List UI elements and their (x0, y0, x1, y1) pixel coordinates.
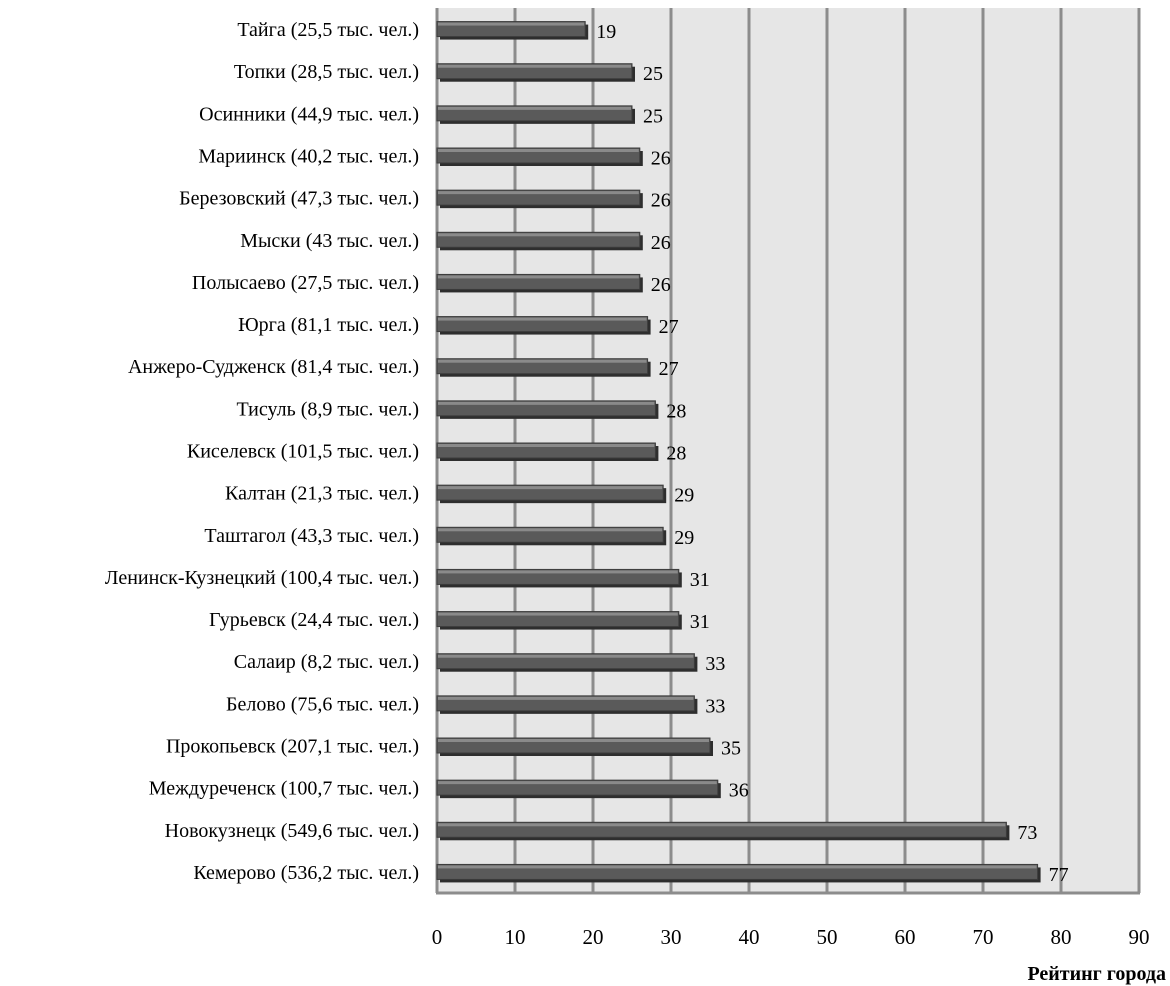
bars (436, 21, 1041, 883)
category-label: Ленинск-Кузнецкий (100,4 тыс. чел.) (105, 567, 419, 589)
category-label: Междуреченск (100,7 тыс. чел.) (149, 778, 419, 800)
bar (436, 189, 643, 209)
value-label: 28 (666, 443, 686, 465)
category-label: Новокузнецк (549,6 тыс. чел.) (165, 820, 419, 842)
bar (436, 273, 643, 293)
bar (436, 400, 659, 419)
value-label: 33 (705, 695, 725, 717)
value-label: 27 (659, 358, 679, 380)
category-labels: Тайга (25,5 тыс. чел.) Топки (28,5 тыс. ч… (105, 19, 419, 884)
category-label: Прокопьевск (207,1 тыс. чел.) (166, 736, 419, 758)
bar (436, 21, 589, 40)
category-label: Калтан (21,3 тыс. чел.) (225, 483, 419, 505)
category-label: Тисуль (8,9 тыс. чел.) (236, 398, 419, 420)
value-label: 19 (596, 21, 616, 43)
value-label: 26 (651, 148, 671, 170)
value-labels: 19 25 25 26 26 26 26 27 27 28 28 29 29 31 31 33 33 35 36 73… (596, 21, 1068, 886)
category-label: Салаир (8,2 тыс. чел.) (234, 651, 419, 673)
x-tick-label: 10 (505, 925, 526, 949)
x-tick-label: 80 (1051, 925, 1072, 949)
x-tick-label: 0 (432, 925, 443, 949)
value-label: 36 (729, 780, 749, 802)
category-label: Юрга (81,1 тыс. чел.) (238, 314, 419, 336)
bar (436, 63, 635, 82)
bar (436, 863, 1041, 883)
x-tick-label: 50 (817, 925, 838, 949)
bar (436, 568, 682, 588)
category-label: Кемерово (536,2 тыс. чел.) (193, 862, 419, 884)
value-label: 28 (666, 400, 686, 422)
x-tick-label: 70 (973, 925, 994, 949)
bar (436, 231, 643, 251)
value-label: 29 (674, 485, 694, 507)
x-tick-label: 20 (583, 925, 604, 949)
bar (436, 484, 667, 504)
category-label: Таштагол (43,3 тыс. чел.) (204, 525, 419, 547)
x-tick-labels: 0 10 20 30 40 50 60 70 80 90 (432, 925, 1150, 949)
bar (436, 358, 651, 377)
value-label: 31 (690, 569, 710, 591)
category-label: Гурьевск (24,4 тыс. чел.) (209, 609, 419, 631)
category-label: Мариинск (40,2 тыс. чел.) (198, 146, 419, 168)
bar (436, 821, 1010, 841)
value-label: 25 (643, 63, 663, 85)
value-label: 26 (651, 232, 671, 254)
value-label: 27 (659, 316, 679, 338)
category-label: Березовский (47,3 тыс. чел.) (179, 188, 419, 210)
category-label: Белово (75,6 тыс. чел.) (226, 693, 419, 715)
bar (436, 316, 651, 335)
category-label: Мыски (43 тыс. чел.) (240, 230, 419, 252)
category-label: Осинники (44,9 тыс. чел.) (199, 103, 419, 125)
bar (436, 442, 659, 461)
x-axis-title: Рейтинг города (1027, 963, 1166, 985)
bar (436, 653, 698, 672)
bar (436, 105, 635, 124)
value-label: 31 (690, 611, 710, 633)
bar (436, 526, 667, 546)
x-tick-label: 30 (661, 925, 682, 949)
category-label: Анжеро-Судженск (81,4 тыс. чел.) (128, 356, 419, 378)
x-tick-label: 90 (1129, 925, 1150, 949)
category-label: Киселевск (101,5 тыс. чел.) (187, 441, 419, 463)
value-label: 33 (705, 653, 725, 675)
category-label: Тайга (25,5 тыс. чел.) (237, 19, 419, 41)
value-label: 29 (674, 527, 694, 549)
category-label: Полысаево (27,5 тыс. чел.) (192, 272, 419, 294)
value-label: 35 (721, 738, 741, 760)
x-tick-label: 40 (739, 925, 760, 949)
category-label: Топки (28,5 тыс. чел.) (234, 61, 419, 83)
bar (436, 611, 682, 630)
bar (436, 779, 721, 799)
value-label: 25 (643, 105, 663, 127)
value-label: 77 (1049, 864, 1069, 886)
value-label: 26 (651, 274, 671, 296)
bar (436, 147, 643, 166)
bar (436, 737, 713, 756)
value-label: 26 (651, 190, 671, 212)
value-label: 73 (1017, 822, 1037, 844)
x-tick-label: 60 (895, 925, 916, 949)
bar (436, 695, 698, 714)
